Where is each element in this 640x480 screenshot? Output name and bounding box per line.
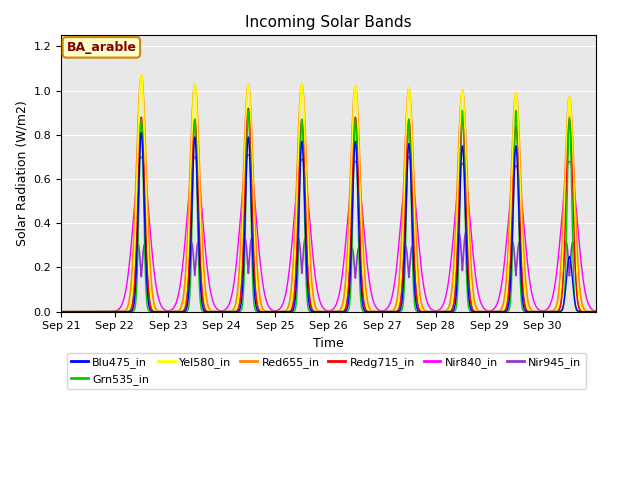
Line: Nir945_in: Nir945_in — [61, 233, 596, 312]
Red655_in — [593, 309, 600, 314]
Nir945_in — [263, 309, 271, 314]
Line: Nir840_in: Nir840_in — [61, 155, 596, 312]
Legend: Blu475_in, Grn535_in, Yel580_in, Red655_in, Redg715_in, Nir840_in, Nir945_in: Blu475_in, Grn535_in, Yel580_in, Red655_… — [67, 353, 586, 389]
Grn535_in — [383, 309, 391, 314]
Nir840_in — [309, 251, 317, 257]
Title: Incoming Solar Bands: Incoming Solar Bands — [245, 15, 412, 30]
Red655_in — [383, 309, 391, 314]
Nir945_in — [462, 230, 470, 236]
Nir840_in — [383, 305, 391, 311]
Grn535_in — [263, 309, 271, 314]
Blu475_in — [76, 309, 83, 314]
Grn535_in — [593, 309, 600, 314]
Yel580_in — [76, 309, 83, 314]
Blu475_in — [465, 299, 473, 305]
Nir840_in — [76, 309, 83, 314]
Nir840_in — [369, 297, 377, 302]
Blu475_in — [263, 309, 271, 314]
Nir840_in — [593, 308, 600, 314]
Nir945_in — [76, 309, 83, 314]
Yel580_in — [138, 72, 145, 78]
Nir840_in — [263, 299, 271, 305]
Nir945_in — [308, 306, 316, 312]
Nir840_in — [244, 152, 252, 157]
Yel580_in — [383, 309, 391, 314]
Red655_in — [57, 309, 65, 314]
Yel580_in — [465, 258, 473, 264]
Red655_in — [465, 226, 473, 232]
Red655_in — [76, 309, 83, 314]
Redg715_in — [593, 309, 600, 314]
Line: Grn535_in: Grn535_in — [61, 110, 596, 312]
X-axis label: Time: Time — [313, 337, 344, 350]
Redg715_in — [465, 286, 473, 291]
Yel580_in — [593, 309, 600, 314]
Grn535_in — [512, 108, 520, 113]
Red655_in — [369, 309, 377, 314]
Grn535_in — [465, 307, 473, 312]
Nir945_in — [369, 309, 377, 314]
Line: Yel580_in: Yel580_in — [61, 75, 596, 312]
Text: BA_arable: BA_arable — [67, 41, 136, 54]
Yel580_in — [263, 309, 271, 314]
Grn535_in — [369, 309, 377, 314]
Redg715_in — [57, 309, 65, 314]
Redg715_in — [309, 308, 317, 313]
Red655_in — [263, 309, 271, 314]
Line: Red655_in: Red655_in — [61, 75, 596, 312]
Nir945_in — [383, 309, 391, 314]
Blu475_in — [138, 130, 145, 135]
Blu475_in — [57, 309, 65, 314]
Grn535_in — [76, 309, 83, 314]
Nir945_in — [593, 309, 600, 314]
Redg715_in — [244, 106, 252, 111]
Nir945_in — [57, 309, 65, 314]
Redg715_in — [369, 309, 377, 314]
Blu475_in — [369, 309, 377, 314]
Red655_in — [138, 72, 145, 78]
Blu475_in — [593, 309, 600, 314]
Grn535_in — [57, 309, 65, 314]
Yel580_in — [309, 303, 317, 309]
Blu475_in — [309, 309, 317, 314]
Yel580_in — [369, 309, 377, 314]
Nir840_in — [57, 309, 65, 314]
Redg715_in — [383, 309, 391, 314]
Line: Blu475_in: Blu475_in — [61, 132, 596, 312]
Grn535_in — [308, 309, 316, 314]
Yel580_in — [57, 309, 65, 314]
Nir945_in — [465, 271, 473, 277]
Y-axis label: Solar Radiation (W/m2): Solar Radiation (W/m2) — [15, 101, 28, 246]
Line: Redg715_in: Redg715_in — [61, 108, 596, 312]
Redg715_in — [76, 309, 83, 314]
Redg715_in — [263, 309, 271, 314]
Nir840_in — [465, 208, 473, 214]
Red655_in — [309, 289, 317, 295]
Blu475_in — [383, 309, 391, 314]
